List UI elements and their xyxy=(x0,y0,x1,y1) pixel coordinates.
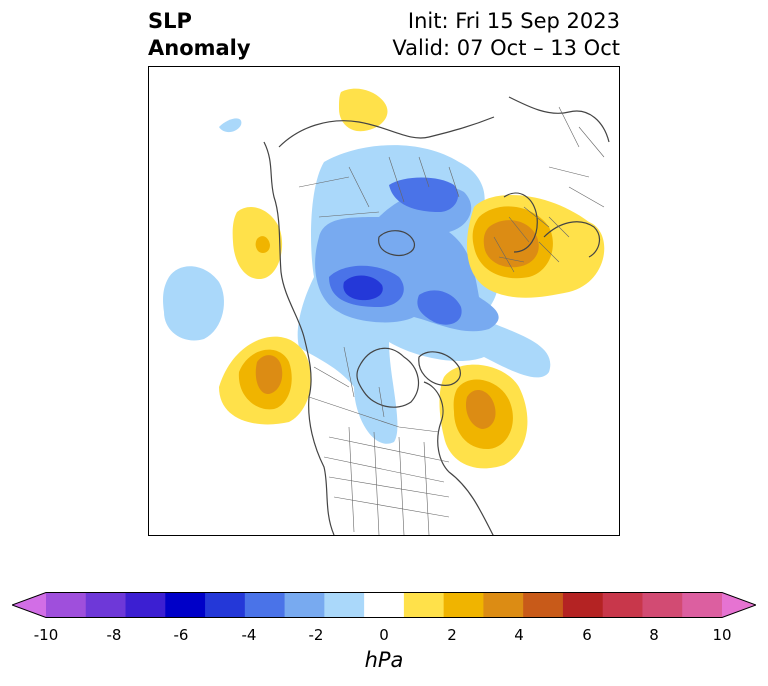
colorbar-extend-min xyxy=(12,592,46,618)
colorbar-tick: 4 xyxy=(514,626,524,644)
colorbar-tick: -8 xyxy=(106,626,122,644)
coastline-east-asia xyxy=(508,96,610,143)
colorbar-swatch xyxy=(85,592,127,618)
colorbar-swatch xyxy=(324,592,365,618)
anomaly-region-light-blue-europe xyxy=(219,118,242,133)
positive-anomaly-regions xyxy=(219,88,605,469)
map-svg xyxy=(163,88,610,535)
border-lines-europe xyxy=(493,206,570,273)
anomaly-region-darkorange-aleutian xyxy=(255,355,283,395)
colorbar-tick: -4 xyxy=(241,626,257,644)
colorbar-ticks: -10 -8 -6 -4 -2 0 2 4 6 8 10 xyxy=(0,626,768,646)
anomaly-region-blue-kara xyxy=(417,290,462,325)
colorbar-swatch xyxy=(403,592,445,618)
border-lines-russia xyxy=(298,156,460,218)
colorbar-swatch xyxy=(443,592,484,618)
colorbar-tick: -2 xyxy=(308,626,324,644)
title-line-2: Anomaly xyxy=(148,36,251,60)
colorbar-tick: -6 xyxy=(173,626,189,644)
colorbar-swatch xyxy=(682,592,723,618)
colorbar-swatch xyxy=(562,592,604,618)
colorbar-extend-max xyxy=(722,592,756,618)
init-date: Init: Fri 15 Sep 2023 xyxy=(407,9,620,33)
colorbar-swatch xyxy=(602,592,643,618)
coastline-siberia xyxy=(278,116,495,148)
colorbar-swatch xyxy=(46,592,87,618)
anomaly-region-orange-alaska xyxy=(255,236,270,253)
colorbar-unit-label: hPa xyxy=(364,648,404,672)
colorbar-tick: 8 xyxy=(649,626,659,644)
anomaly-region-light-blue-pacific xyxy=(163,266,224,341)
coastline-north-america-west xyxy=(263,141,335,535)
border-lines-canada xyxy=(313,346,385,418)
border-lines-us-states xyxy=(323,426,450,535)
colorbar-swatch xyxy=(642,592,683,618)
colorbar-swatch xyxy=(523,592,564,618)
colorbar-tick: 10 xyxy=(712,626,732,644)
colorbar-tick: -10 xyxy=(33,626,59,644)
anomaly-region-blue-siberia xyxy=(389,177,459,212)
anomaly-region-darkorange-europe xyxy=(483,220,539,268)
colorbar-swatch xyxy=(483,592,524,618)
colorbar-swatch xyxy=(364,592,405,618)
anomaly-region-dark-blue-core xyxy=(343,275,383,301)
colorbar-tick: 2 xyxy=(447,626,457,644)
border-us-canada xyxy=(308,396,440,433)
colorbar-tick: 6 xyxy=(582,626,592,644)
negative-anomaly-regions xyxy=(163,118,551,444)
chart-title: SLP Anomaly xyxy=(148,8,251,62)
anomaly-region-darkorange-atlantic xyxy=(465,389,496,429)
slp-anomaly-map xyxy=(148,66,620,536)
country-borders xyxy=(298,106,605,535)
colorbar-swatch xyxy=(205,592,246,618)
run-info: Init: Fri 15 Sep 2023 Valid: 07 Oct – 13… xyxy=(392,8,620,62)
coastline-greenland xyxy=(418,351,461,386)
colorbar-swatch xyxy=(244,592,286,618)
colorbar xyxy=(12,592,756,618)
colorbar-outline xyxy=(12,592,756,618)
colorbar-tick: 0 xyxy=(379,626,389,644)
anomaly-region-yellow-greenland xyxy=(339,88,388,132)
coastline-arctic-islands xyxy=(378,230,416,257)
colorbar-swatch xyxy=(165,592,206,618)
colorbar-swatch xyxy=(284,592,325,618)
valid-range: Valid: 07 Oct – 13 Oct xyxy=(392,36,620,60)
coastline-north-america-east xyxy=(423,381,494,535)
coastlines xyxy=(263,96,610,535)
coastline-scandinavia xyxy=(503,192,538,253)
colorbar-swatch xyxy=(125,592,166,618)
coastline-europe xyxy=(543,221,601,258)
coastline-hudson-bay xyxy=(356,347,420,408)
title-line-1: SLP xyxy=(148,9,192,33)
border-lines-asia xyxy=(548,106,605,208)
